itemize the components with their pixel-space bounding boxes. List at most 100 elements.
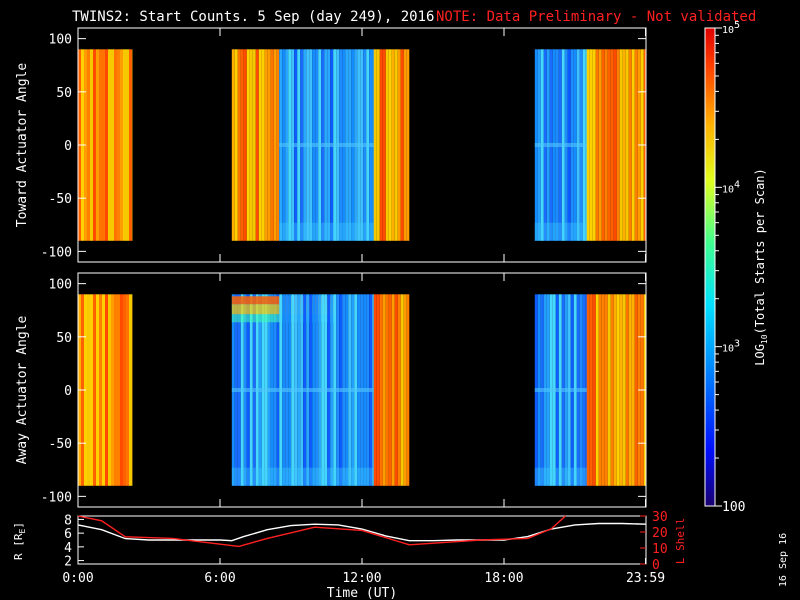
- heatmap-column: [111, 294, 114, 486]
- heatmap-column: [96, 294, 99, 486]
- heatmap-column: [385, 49, 389, 241]
- heatmap-band: [279, 222, 374, 241]
- heatmap-column: [90, 294, 93, 486]
- heatmap-column: [394, 49, 398, 241]
- y-tick-label: 100: [49, 33, 72, 48]
- y-tick-right-label: 10: [652, 542, 668, 557]
- heatmap-column: [87, 294, 90, 486]
- heatmap-column: [598, 49, 602, 241]
- heatmap-column: [616, 294, 620, 486]
- heatmap-column: [108, 49, 111, 241]
- x-tick-label: 0:00: [62, 571, 93, 586]
- heatmap-column: [586, 294, 590, 486]
- heatmap-column: [634, 294, 638, 486]
- chart-title: TWINS2: Start Counts. 5 Sep (day 249), 2…: [72, 9, 434, 25]
- heatmap-column: [99, 294, 102, 486]
- heatmap-column: [595, 49, 599, 241]
- toward-heatmap: [78, 49, 646, 241]
- heatmap-column: [373, 294, 377, 486]
- y-tick-label: 0: [64, 384, 72, 399]
- heatmap-column: [373, 49, 377, 241]
- toward-panel: 100 50 0 -50 -100 Toward Actuator Angle: [15, 27, 647, 263]
- heatmap-column: [610, 49, 614, 241]
- heatmap-column: [400, 294, 404, 486]
- y-tick-label: 2: [64, 555, 72, 570]
- heatmap-column: [264, 49, 268, 241]
- heatmap-column: [610, 294, 614, 486]
- y-tick-right-label: 0: [652, 558, 660, 573]
- x-tick-label: 6:00: [204, 571, 235, 586]
- heatmap-column: [129, 294, 132, 486]
- heatmap-column: [255, 49, 259, 241]
- heatmap-column: [105, 49, 108, 241]
- heatmap-column: [129, 49, 132, 241]
- heatmap-column: [391, 294, 395, 486]
- y-tick-label: -100: [41, 245, 72, 260]
- y-tick-label: 6: [64, 527, 72, 542]
- heatmap-column: [388, 294, 392, 486]
- heatmap-column: [105, 294, 108, 486]
- y-tick-label: 0: [64, 139, 72, 154]
- colorbar-label: LOG10(Total Starts per Scan): [753, 168, 769, 366]
- heatmap-band: [279, 388, 374, 392]
- heatmap-column: [403, 294, 407, 486]
- colorbar-ticks: 105 104 103 100: [715, 20, 745, 515]
- heatmap-column: [231, 49, 235, 241]
- y-tick-label: 50: [56, 331, 72, 346]
- x-tick-label: 18:00: [484, 571, 523, 586]
- heatmap-column: [240, 49, 244, 241]
- heatmap-column: [111, 49, 114, 241]
- heatmap-column: [270, 49, 274, 241]
- orbit-ylabel: R [RE]: [12, 522, 27, 560]
- y-tick-right-label: 30: [652, 510, 668, 525]
- preliminary-note: NOTE: Data Preliminary - Not validated: [436, 9, 756, 25]
- heatmap-band: [279, 143, 374, 147]
- heatmap-column: [589, 294, 593, 486]
- heatmap-column: [126, 49, 129, 241]
- toward-y-axis: 100 50 0 -50 -100: [41, 33, 646, 260]
- heatmap-column: [102, 49, 105, 241]
- heatmap-column: [234, 49, 238, 241]
- y-tick-label: -50: [49, 192, 72, 207]
- y-tick-right-label: 20: [652, 526, 668, 541]
- heatmap-column: [120, 294, 123, 486]
- heatmap-column: [592, 294, 596, 486]
- heatmap-column: [394, 294, 398, 486]
- heatmap-band: [534, 222, 587, 241]
- heatmap-column: [589, 49, 593, 241]
- heatmap-column: [114, 49, 117, 241]
- orbit-lines: [77, 515, 647, 548]
- y-tick-label: -50: [49, 437, 72, 452]
- y-tick-label: -100: [41, 490, 72, 505]
- colorbar-tick-label: 105: [722, 20, 740, 36]
- heatmap-column: [613, 294, 617, 486]
- heatmap-column: [619, 49, 623, 241]
- heatmap-column: [108, 294, 111, 486]
- heatmap-band: [231, 388, 280, 392]
- colorbar-tick-label: 100: [722, 500, 745, 515]
- heatmap-column: [616, 49, 620, 241]
- heatmap-column: [631, 294, 635, 486]
- y-tick-label: 50: [56, 86, 72, 101]
- heatmap-band: [534, 467, 587, 486]
- x-axis-label: Time (UT): [327, 586, 397, 600]
- heatmap-band: [534, 388, 587, 392]
- lshell-series-line: [77, 515, 566, 548]
- heatmap-column: [397, 49, 401, 241]
- heatmap-column: [388, 49, 392, 241]
- x-tick-label: 23:59: [626, 571, 665, 586]
- y-tick-label: 4: [64, 541, 72, 556]
- y-tick-label: 8: [64, 513, 72, 528]
- heatmap-column: [126, 294, 129, 486]
- heatmap-band: [279, 467, 374, 486]
- heatmap-column: [397, 294, 401, 486]
- heatmap-column: [385, 294, 389, 486]
- heatmap-column: [102, 294, 105, 486]
- toward-x-ticks: [77, 28, 647, 262]
- heatmap-column: [376, 49, 380, 241]
- heatmap-column: [249, 49, 253, 241]
- heatmap-column: [123, 49, 126, 241]
